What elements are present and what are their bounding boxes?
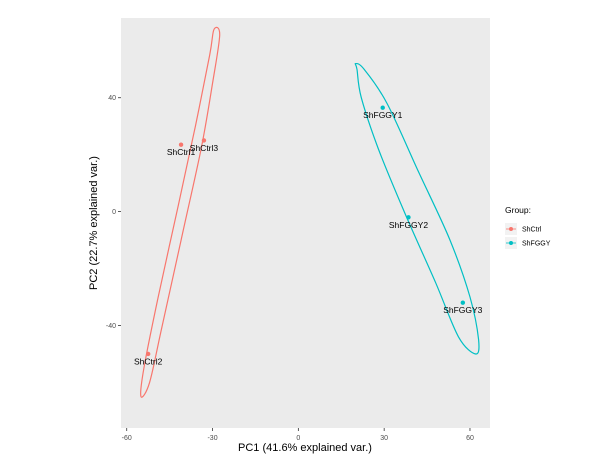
point-shfggy3 bbox=[460, 300, 466, 305]
point-label-shctrl1: ShCtrl1 bbox=[167, 147, 196, 157]
plot-panel bbox=[121, 18, 490, 428]
point-shctrl1 bbox=[178, 142, 184, 147]
x-tick-label: 60 bbox=[466, 435, 474, 442]
point-label-shctrl3: ShCtrl3 bbox=[190, 143, 219, 153]
point-layer: ShCtrl1 ShCtrl2 ShCtrl3 ShFGGY1 ShFGGY2 ShFGG… bbox=[134, 105, 483, 366]
y-tick-label: 40 bbox=[108, 95, 116, 102]
ellipse-shctrl bbox=[140, 26, 221, 398]
ellipse-layer bbox=[140, 26, 480, 398]
y-tick-label: 0 bbox=[112, 209, 116, 216]
point-label-shfggy1: ShFGGY1 bbox=[363, 110, 402, 120]
point-shctrl2 bbox=[145, 351, 151, 357]
x-tick-label: 0 bbox=[296, 435, 300, 442]
legend-label-shctrl: ShCtrl bbox=[522, 227, 542, 234]
point-label-shfggy3: ShFGGY3 bbox=[443, 305, 482, 315]
point-label-shfggy2: ShFGGY2 bbox=[389, 220, 428, 230]
x-axis: -60 -30 0 30 60 bbox=[122, 428, 474, 442]
point-shfggy2 bbox=[406, 215, 411, 220]
x-tick-label: -30 bbox=[207, 435, 217, 442]
point-shfggy1 bbox=[380, 105, 385, 110]
legend: Group: ShCtrl ShFGGY bbox=[505, 205, 551, 249]
legend-title: Group: bbox=[505, 205, 531, 215]
ellipse-shfggy bbox=[354, 62, 480, 355]
x-tick-label: -60 bbox=[122, 435, 132, 442]
x-axis-title: PC1 (41.6% explained var.) bbox=[238, 442, 372, 454]
y-axis-title: PC2 (22.7% explained var.) bbox=[88, 156, 100, 290]
legend-key-point-shctrl bbox=[509, 227, 513, 231]
legend-label-shfggy: ShFGGY bbox=[522, 241, 551, 248]
point-label-shctrl2: ShCtrl2 bbox=[134, 356, 163, 366]
y-tick-label: -40 bbox=[106, 323, 116, 330]
legend-key-point-shfggy bbox=[509, 241, 513, 245]
legend-items: ShCtrl ShFGGY bbox=[505, 223, 551, 249]
y-axis: -40 0 40 bbox=[106, 95, 121, 330]
x-tick-label: 30 bbox=[380, 435, 388, 442]
point-shctrl3 bbox=[201, 138, 207, 143]
